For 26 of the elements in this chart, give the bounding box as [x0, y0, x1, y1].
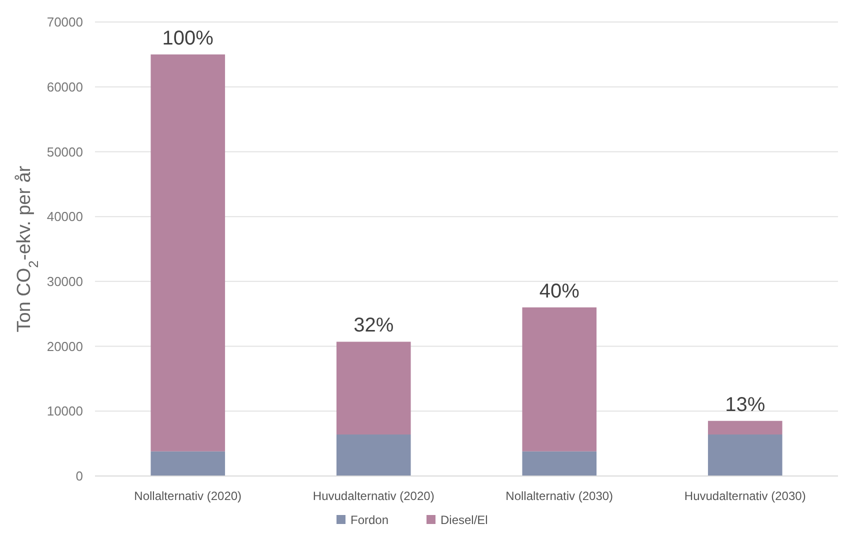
- legend-label: Diesel/El: [440, 513, 488, 527]
- y-tick-label: 10000: [46, 404, 83, 419]
- annotation: 13%: [725, 394, 766, 416]
- x-tick-label: Huvudalternativ (2030): [684, 489, 806, 503]
- bar: [708, 420, 782, 434]
- x-tick-label: Huvudalternativ (2020): [312, 489, 434, 503]
- bar: [336, 342, 411, 434]
- x-tick-label: Nollalternativ (2030): [506, 489, 614, 503]
- y-tick-label: 50000: [46, 144, 83, 160]
- y-tick-label: 60000: [46, 79, 83, 94]
- y-tick-label: 70000: [46, 14, 83, 30]
- bar: [522, 451, 597, 476]
- y-tick-label: 30000: [46, 274, 83, 289]
- annotation: 100%: [162, 27, 214, 50]
- bar: [150, 451, 226, 476]
- legend-label: Fordon: [350, 513, 389, 527]
- bar: [522, 307, 597, 452]
- bar: [708, 434, 782, 476]
- bar: [150, 54, 226, 452]
- annotation: 32%: [354, 314, 394, 337]
- y-tick-label: 40000: [46, 209, 83, 224]
- bar: [336, 434, 411, 476]
- x-tick-label: Nollalternativ (2020): [134, 489, 242, 503]
- y-tick-label: 0: [76, 468, 83, 484]
- annotation: 40%: [539, 280, 580, 302]
- y-tick-label: 20000: [46, 338, 83, 354]
